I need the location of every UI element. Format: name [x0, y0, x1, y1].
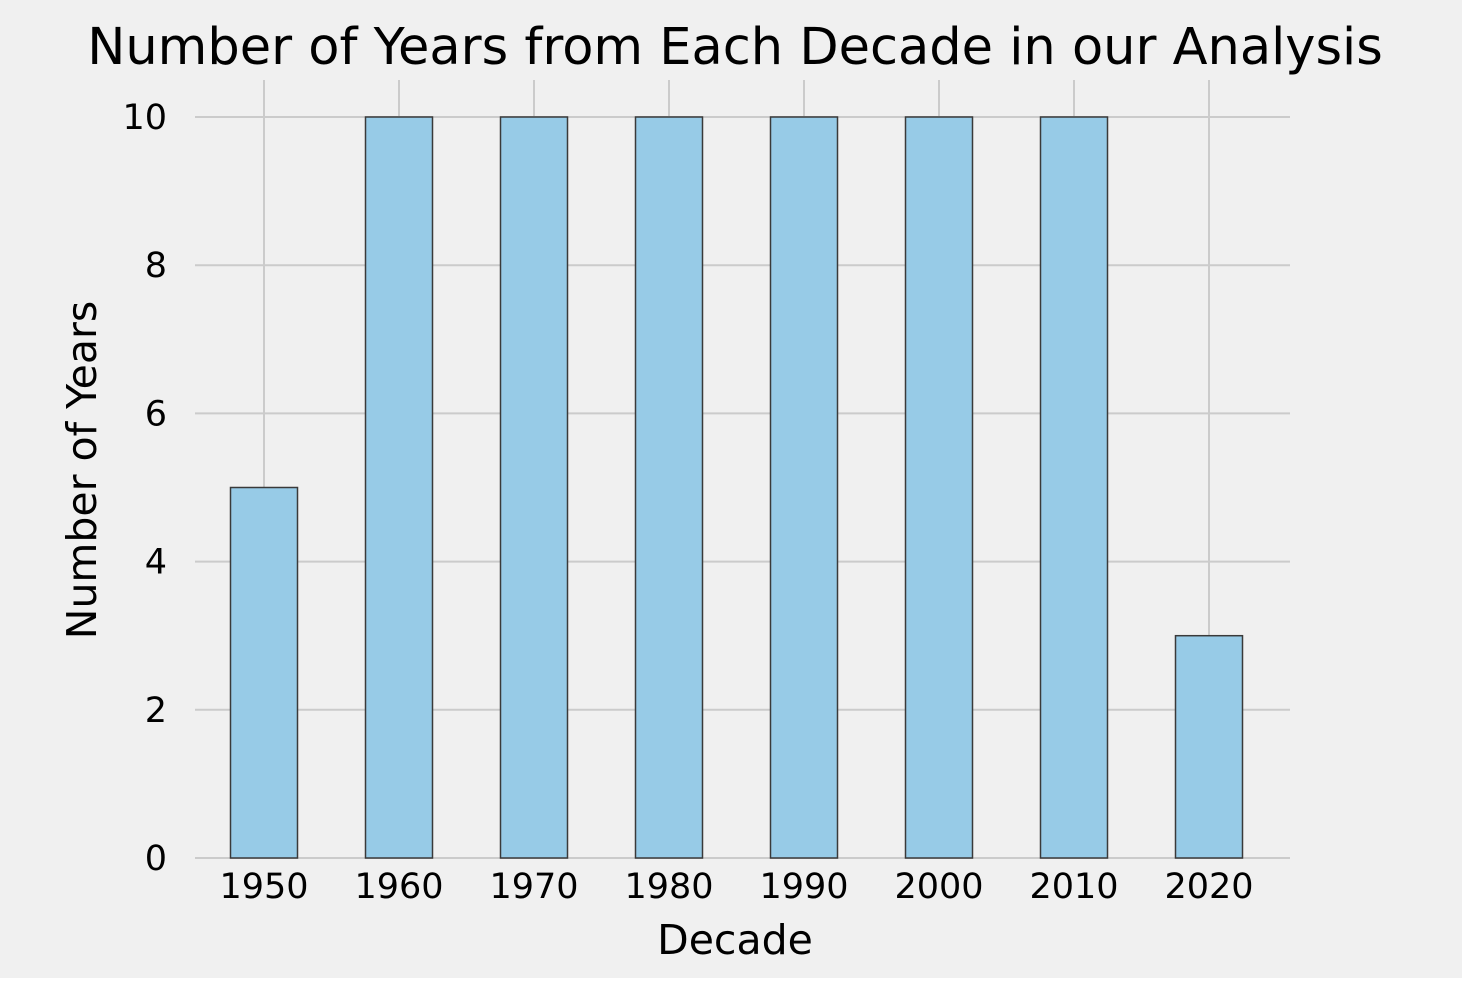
x-tick-label: 1950	[219, 867, 308, 907]
y-axis-label: Number of Years	[58, 301, 106, 639]
grid	[195, 79, 1290, 859]
bar-1990	[769, 116, 839, 859]
x-tick-label: 1990	[759, 867, 848, 907]
x-tick-label: 1960	[354, 867, 443, 907]
y-tick-labels: 0 2 4 6 8 10	[122, 98, 167, 879]
x-tick-label: 2020	[1164, 867, 1253, 907]
bar-2000	[904, 116, 974, 859]
y-tick-label: 0	[145, 839, 167, 879]
y-tick-label: 10	[122, 98, 167, 138]
bars	[229, 116, 1244, 859]
bar-2010	[1039, 116, 1109, 859]
y-tick-label: 2	[145, 691, 167, 731]
x-tick-label: 2010	[1029, 867, 1118, 907]
bar-1950	[229, 486, 299, 859]
y-tick-label: 4	[145, 543, 167, 583]
bar-1980	[634, 116, 704, 859]
x-tick-label: 1970	[489, 867, 578, 907]
y-tick-label: 6	[145, 394, 167, 434]
bar-2020	[1174, 634, 1244, 859]
x-tick-label: 2000	[894, 867, 983, 907]
x-axis-label: Decade	[657, 916, 813, 964]
y-tick-label: 8	[145, 246, 167, 286]
x-tick-label: 1980	[624, 867, 713, 907]
bar-1970	[499, 116, 569, 859]
chart-title: Number of Years from Each Decade in our …	[87, 18, 1383, 77]
x-tick-labels: 1950 1960 1970 1980 1990 2000 2010 2020	[219, 867, 1253, 907]
bar-1960	[364, 116, 434, 859]
